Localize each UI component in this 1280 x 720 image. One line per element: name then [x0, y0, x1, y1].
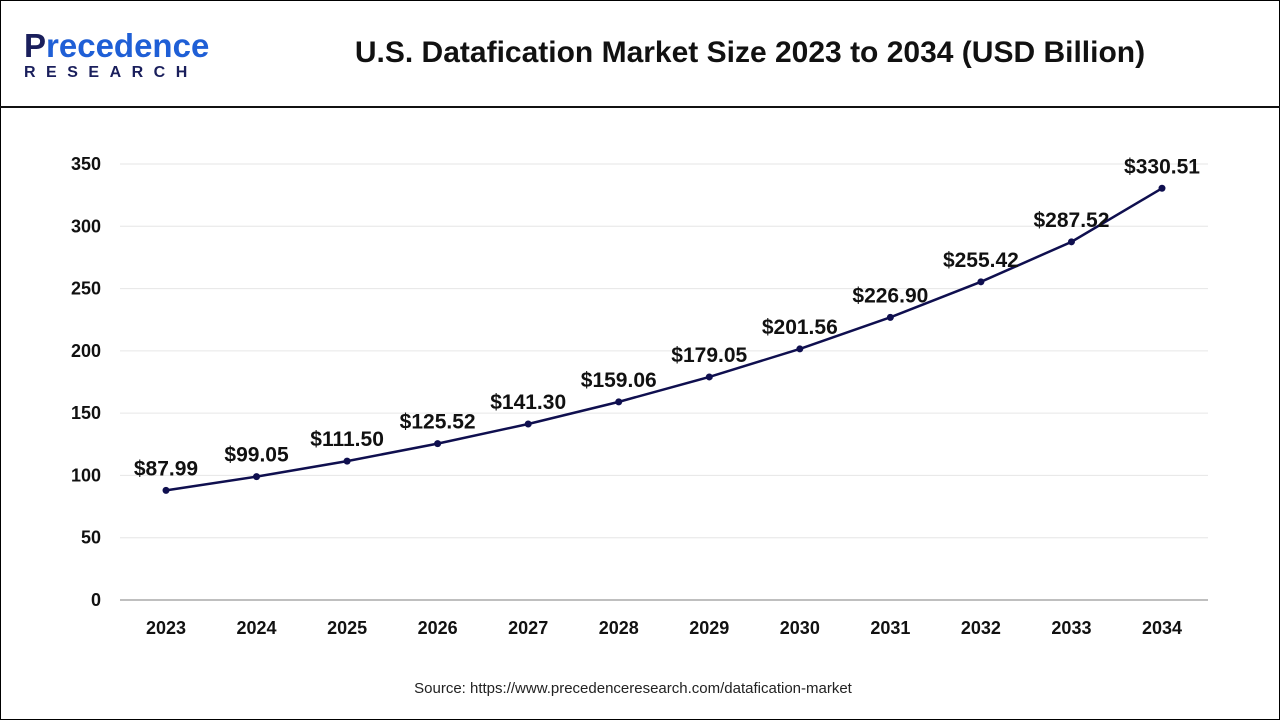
- y-tick-label: 250: [71, 279, 101, 299]
- x-tick-label: 2026: [418, 618, 458, 638]
- logo-text-bottom: RESEARCH: [24, 64, 198, 81]
- data-point: [886, 313, 894, 321]
- header: Precedence RESEARCH U.S. Datafication Ma…: [0, 0, 1280, 108]
- data-point: [705, 373, 713, 381]
- x-tick-label: 2025: [327, 618, 367, 638]
- data-label: $255.42: [943, 249, 1019, 272]
- y-tick-label: 50: [81, 528, 101, 548]
- x-tick-label: 2030: [780, 618, 820, 638]
- data-point: [434, 440, 442, 448]
- data-point: [977, 278, 985, 286]
- data-point: [615, 398, 623, 406]
- data-label: $125.52: [400, 411, 476, 434]
- series-line: [165, 187, 1163, 492]
- data-label: $111.50: [310, 428, 384, 451]
- x-tick-label: 2028: [599, 618, 639, 638]
- logo: Precedence RESEARCH: [24, 27, 210, 82]
- y-tick-label: 300: [71, 216, 101, 236]
- data-label: $179.05: [671, 344, 747, 367]
- source-text: Source: https://www.precedenceresearch.c…: [414, 680, 852, 697]
- y-tick-label: 100: [71, 465, 101, 485]
- x-tick-label: 2027: [508, 618, 548, 638]
- data-point: [253, 473, 261, 481]
- data-point: [343, 457, 351, 465]
- data-label: $330.51: [1124, 155, 1200, 178]
- data-label: $287.52: [1033, 209, 1109, 232]
- data-point: [1158, 184, 1166, 192]
- x-tick-label: 2023: [146, 618, 186, 638]
- data-label: $226.90: [852, 284, 928, 307]
- data-point: [524, 420, 532, 428]
- x-tick-label: 2034: [1142, 618, 1182, 638]
- x-tick-label: 2032: [961, 618, 1001, 638]
- x-tick-label: 2024: [237, 618, 277, 638]
- data-label: $141.30: [490, 391, 566, 414]
- y-tick-label: 0: [91, 590, 101, 610]
- y-tick-label: 150: [71, 403, 101, 423]
- data-point: [796, 345, 804, 353]
- data-label: $201.56: [762, 316, 838, 339]
- data-point: [1067, 238, 1075, 246]
- chart-title: U.S. Datafication Market Size 2023 to 20…: [354, 36, 1146, 69]
- x-tick-label: 2029: [689, 618, 729, 638]
- y-tick-label: 200: [71, 341, 101, 361]
- x-tick-label: 2033: [1051, 618, 1091, 638]
- logo-text-top: Precedence: [24, 27, 210, 64]
- data-label: $87.99: [134, 457, 198, 480]
- data-label: $99.05: [224, 444, 289, 467]
- data-label: $159.06: [581, 369, 657, 392]
- data-point: [162, 486, 170, 494]
- y-tick-label: 350: [71, 154, 101, 174]
- x-tick-label: 2031: [870, 618, 910, 638]
